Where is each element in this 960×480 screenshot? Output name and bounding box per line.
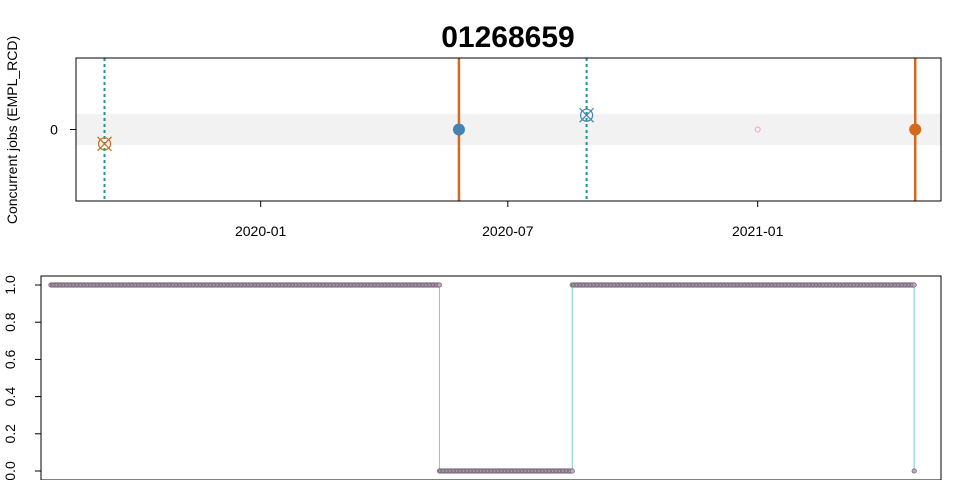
top-y-tick-label-0: 0 [50, 122, 58, 138]
bottom-y-axis: 0.0 0.2 0.4 0.6 0.8 1.0 [2, 275, 41, 480]
bottom-y-tick-label-5: 1.0 [2, 275, 18, 295]
bottom-series-points [48, 282, 917, 474]
top-points [97, 107, 922, 152]
bottom-y-tick-label-2: 0.4 [2, 387, 18, 407]
chart-title: 01268659 [441, 21, 574, 54]
x-tick-label-0: 2020-01 [235, 223, 287, 239]
point-3 [754, 126, 761, 133]
top-x-axis: 2020-01 2020-07 2021-01 [235, 201, 784, 239]
series-point [911, 282, 917, 288]
bottom-series-line [50, 284, 915, 472]
top-band-layer [76, 113, 941, 146]
grey-band [76, 113, 941, 146]
bottom-panel: 0.0 0.2 0.4 0.6 0.8 1.0 [2, 275, 942, 480]
bottom-y-tick-label-1: 0.2 [2, 424, 18, 444]
top-y-axis: 0 [50, 122, 76, 138]
top-y-axis-label: Concurrent jobs (EMPL_RCD) [4, 36, 20, 224]
x-tick-label-1: 2020-07 [482, 223, 534, 239]
top-panel: 01268659 Concurrent jobs (EMPL_RCD) 2020… [4, 21, 942, 239]
bottom-y-tick-label-4: 0.8 [2, 312, 18, 332]
x-tick-label-2: 2021-01 [732, 223, 784, 239]
series-path [50, 284, 915, 472]
point-cross-b [97, 136, 112, 152]
point-1 [452, 123, 465, 136]
bottom-y-tick-label-3: 0.6 [2, 349, 18, 369]
point-4 [909, 123, 922, 136]
series-point [569, 468, 575, 474]
point-cross-b [579, 107, 595, 123]
series-point [911, 468, 917, 474]
point-0 [97, 136, 112, 152]
point-2 [579, 107, 595, 123]
bottom-y-tick-label-0: 0.0 [2, 461, 18, 480]
point-circle [97, 137, 112, 151]
point-circle [579, 108, 594, 122]
bottom-plot-frame [40, 275, 942, 480]
series-point [436, 282, 442, 288]
